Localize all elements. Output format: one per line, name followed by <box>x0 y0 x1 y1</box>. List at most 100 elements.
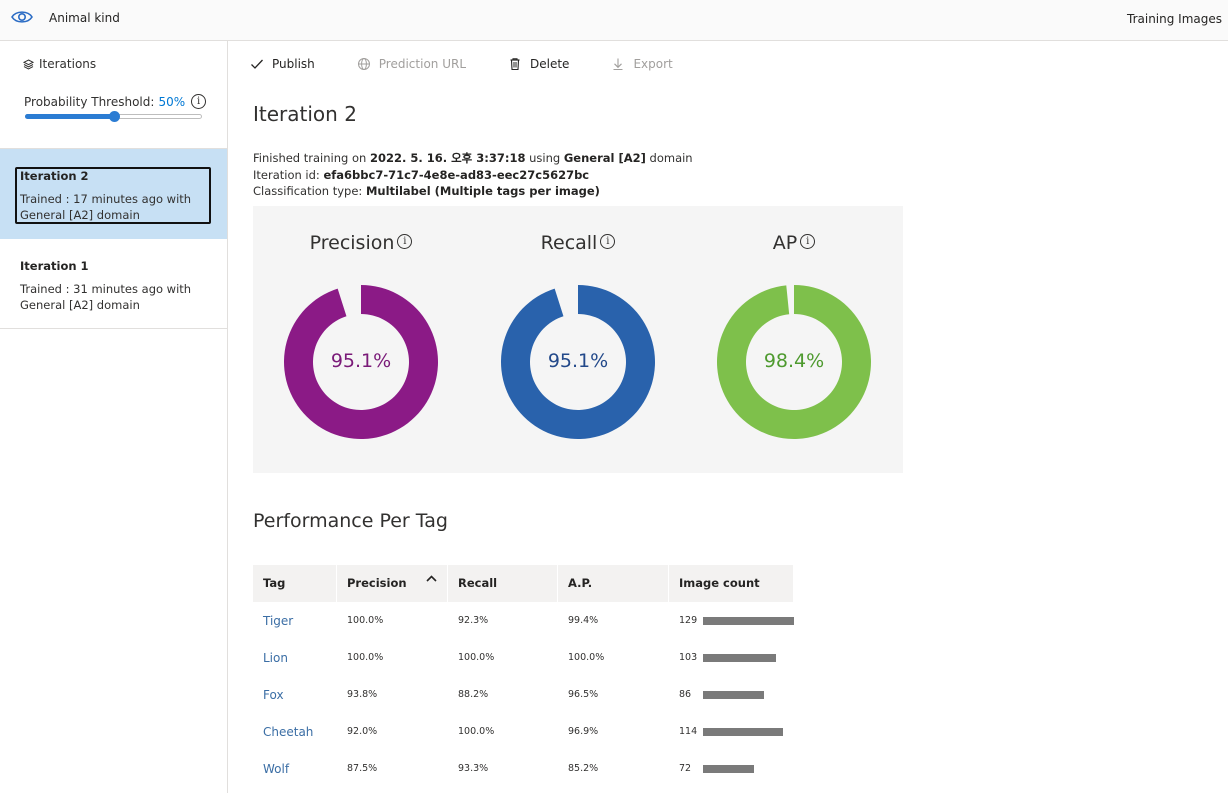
iterations-header: Iterations <box>23 57 96 71</box>
iteration-item-1[interactable]: Iteration 1 Trained : 31 minutes ago wit… <box>0 239 227 329</box>
image-count-value: 129 <box>679 615 698 626</box>
image-count-value: 103 <box>679 652 698 663</box>
metric-label: AP <box>772 232 798 254</box>
iteration-name: Iteration 1 <box>20 259 89 273</box>
sort-ascending-icon[interactable] <box>426 565 437 602</box>
metric-label: Recall <box>540 232 598 254</box>
precision-cell: 100.0% <box>347 615 384 626</box>
export-label: Export <box>633 57 673 71</box>
download-icon <box>613 58 623 71</box>
ap-cell: 99.4% <box>568 615 599 626</box>
recall-cell: 93.3% <box>458 763 489 774</box>
donut-arc <box>284 285 438 439</box>
trash-icon <box>510 58 520 71</box>
ap-cell: 96.5% <box>568 689 599 700</box>
threshold-value: 50% <box>158 94 186 109</box>
header-tag[interactable]: Tag <box>253 565 336 602</box>
ap-cell: 96.9% <box>568 726 599 737</box>
tag-link[interactable]: Tiger <box>263 614 294 628</box>
header-precision-label: Precision <box>347 576 407 590</box>
header-ap[interactable]: A.P. <box>558 565 668 602</box>
metric-label: Precision <box>309 232 395 254</box>
iteration-id-label: Iteration id: <box>253 167 324 182</box>
precision-donut <box>284 285 438 439</box>
info-icon[interactable]: i <box>600 234 616 249</box>
info-icon[interactable]: i <box>800 234 816 249</box>
info-icon[interactable]: i <box>397 234 413 249</box>
ap-donut <box>717 285 871 439</box>
iteration-id: efa6bbc7-71c7-4e8e-ad83-eec27c5627bc <box>323 167 590 182</box>
finished-line: Finished training on 2022. 5. 16. 오후 3:3… <box>253 150 693 167</box>
recall-metric: Recall i 95.1% <box>470 206 686 473</box>
image-count-bar <box>703 728 783 736</box>
metric-value: 95.1% <box>330 350 392 372</box>
image-count-bar <box>703 765 754 773</box>
recall-cell: 92.3% <box>458 615 489 626</box>
publish-button[interactable]: Publish <box>250 57 315 71</box>
slider-thumb[interactable] <box>108 111 120 122</box>
metric-title: Recall i <box>470 232 686 254</box>
iteration-name: Iteration 2 <box>20 169 89 183</box>
delete-button[interactable]: Delete <box>508 57 569 71</box>
classification-line: Classification type: Multilabel (Multipl… <box>253 183 693 200</box>
export-button[interactable]: Export <box>611 57 673 71</box>
metric-value: 95.1% <box>547 350 609 372</box>
tag-link[interactable]: Lion <box>263 651 288 665</box>
threshold-slider[interactable] <box>25 111 202 122</box>
precision-metric: Precision i 95.1% <box>253 206 469 473</box>
iteration-detail: Trained : 31 minutes ago with General [A… <box>20 282 192 312</box>
precision-cell: 100.0% <box>347 652 384 663</box>
page-title: Iteration 2 <box>253 102 357 126</box>
donut-arc <box>717 285 871 439</box>
precision-cell: 92.0% <box>347 726 378 737</box>
divider <box>0 148 227 149</box>
iteration-meta: Finished training on 2022. 5. 16. 오후 3:3… <box>253 150 693 200</box>
tag-link[interactable]: Cheetah <box>263 725 314 739</box>
image-count-bar <box>703 617 794 625</box>
sidebar: Iterations Probability Threshold: 50% i … <box>0 41 228 793</box>
precision-cell: 93.8% <box>347 689 378 700</box>
classification-value: Multilabel (Multiple tags per image) <box>365 184 600 198</box>
precision-cell: 87.5% <box>347 763 378 774</box>
recall-cell: 100.0% <box>458 726 495 737</box>
image-count-bar <box>703 691 764 699</box>
check-icon <box>251 59 263 69</box>
recall-cell: 88.2% <box>458 689 489 700</box>
image-count-value: 86 <box>679 689 692 700</box>
info-icon[interactable]: i <box>191 94 207 109</box>
app-title[interactable]: Animal kind <box>49 11 120 25</box>
tag-link[interactable]: Fox <box>263 688 284 702</box>
ap-cell: 85.2% <box>568 763 599 774</box>
metric-title: AP i <box>686 232 902 254</box>
tag-link[interactable]: Wolf <box>263 762 290 776</box>
finished-prefix: Finished training on <box>253 151 370 165</box>
training-images-link[interactable]: Training Images <box>1127 12 1222 26</box>
finished-date: 2022. 5. 16. 오후 3:37:18 <box>369 151 526 165</box>
metric-title: Precision i <box>253 232 469 254</box>
performance-title: Performance Per Tag <box>253 510 448 532</box>
finished-using: using <box>525 151 564 165</box>
header-precision[interactable]: Precision <box>337 565 447 602</box>
iterations-label: Iterations <box>39 57 97 71</box>
prediction-url-label: Prediction URL <box>378 57 467 71</box>
ap-metric: AP i 98.4% <box>686 206 902 473</box>
iteration-item-2[interactable]: Iteration 2 Trained : 17 minutes ago wit… <box>0 149 227 239</box>
toolbar: Publish Prediction URL Delete Export <box>250 55 715 73</box>
image-count-bar <box>703 654 776 662</box>
prediction-url-button[interactable]: Prediction URL <box>357 57 466 71</box>
recall-cell: 100.0% <box>458 652 495 663</box>
threshold-label: Probability Threshold: <box>24 94 155 109</box>
recall-donut <box>501 285 655 439</box>
metric-value: 98.4% <box>763 350 825 372</box>
probability-threshold: Probability Threshold: 50% i <box>24 94 207 109</box>
image-count-value: 72 <box>679 763 692 774</box>
delete-label: Delete <box>530 57 570 71</box>
eye-icon[interactable] <box>11 9 33 25</box>
donut-arc <box>501 285 655 439</box>
finished-suffix: domain <box>645 151 693 165</box>
iteration-id-line: Iteration id: efa6bbc7-71c7-4e8e-ad83-ee… <box>253 167 693 184</box>
image-count-value: 114 <box>679 726 698 737</box>
header-image-count[interactable]: Image count <box>669 565 793 602</box>
iteration-detail: Trained : 17 minutes ago with General [A… <box>20 192 192 222</box>
header-recall[interactable]: Recall <box>448 565 557 602</box>
